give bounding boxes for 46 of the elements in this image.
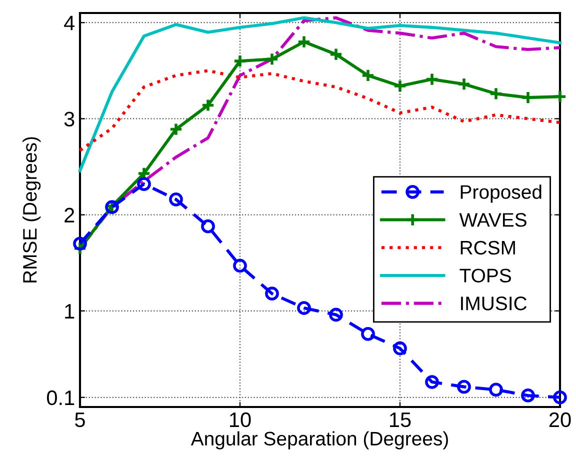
point [425, 72, 439, 86]
point [489, 382, 503, 397]
y-tick-label: 0.1 [46, 390, 74, 406]
point [297, 34, 311, 49]
point [361, 327, 375, 341]
point [329, 47, 343, 62]
point [457, 380, 471, 394]
point [169, 122, 183, 136]
legend-label: WAVES [459, 213, 526, 227]
y-tick-label: 1 [65, 304, 74, 318]
point [73, 236, 87, 251]
legend-label: RCSM [460, 240, 515, 255]
point [233, 54, 247, 68]
point [265, 286, 279, 301]
point [361, 68, 375, 82]
line-series [78, 16, 562, 172]
point [521, 90, 535, 105]
point [425, 375, 439, 389]
point [553, 90, 567, 104]
y-tick-label: 4 [64, 16, 75, 30]
legend-label: IMUSIC [461, 296, 527, 310]
x-tick-label: 5 [75, 412, 85, 428]
x-tick-label: 20 [549, 412, 571, 428]
x-tick-label: 10 [230, 412, 251, 428]
point [265, 52, 279, 66]
point [393, 79, 407, 93]
point [297, 301, 311, 315]
line-series [78, 69, 562, 152]
point [169, 192, 183, 206]
point [233, 258, 247, 273]
point [201, 219, 215, 234]
point [201, 98, 215, 112]
x-axis-title: Angular Separation (Degrees) [190, 431, 448, 450]
x-tick-label: 15 [390, 412, 411, 428]
point [137, 177, 151, 191]
point [489, 86, 503, 101]
y-axis-title: RMSE (Degrees) [22, 137, 41, 282]
legend-label: TOPS [460, 268, 511, 282]
y-tick-label: 2 [64, 208, 74, 222]
point [553, 390, 567, 404]
legend-label: Proposed [460, 184, 542, 203]
point [329, 308, 343, 322]
point [521, 388, 535, 402]
point [393, 341, 407, 356]
y-tick-label: 3 [64, 112, 74, 126]
point [457, 77, 471, 92]
